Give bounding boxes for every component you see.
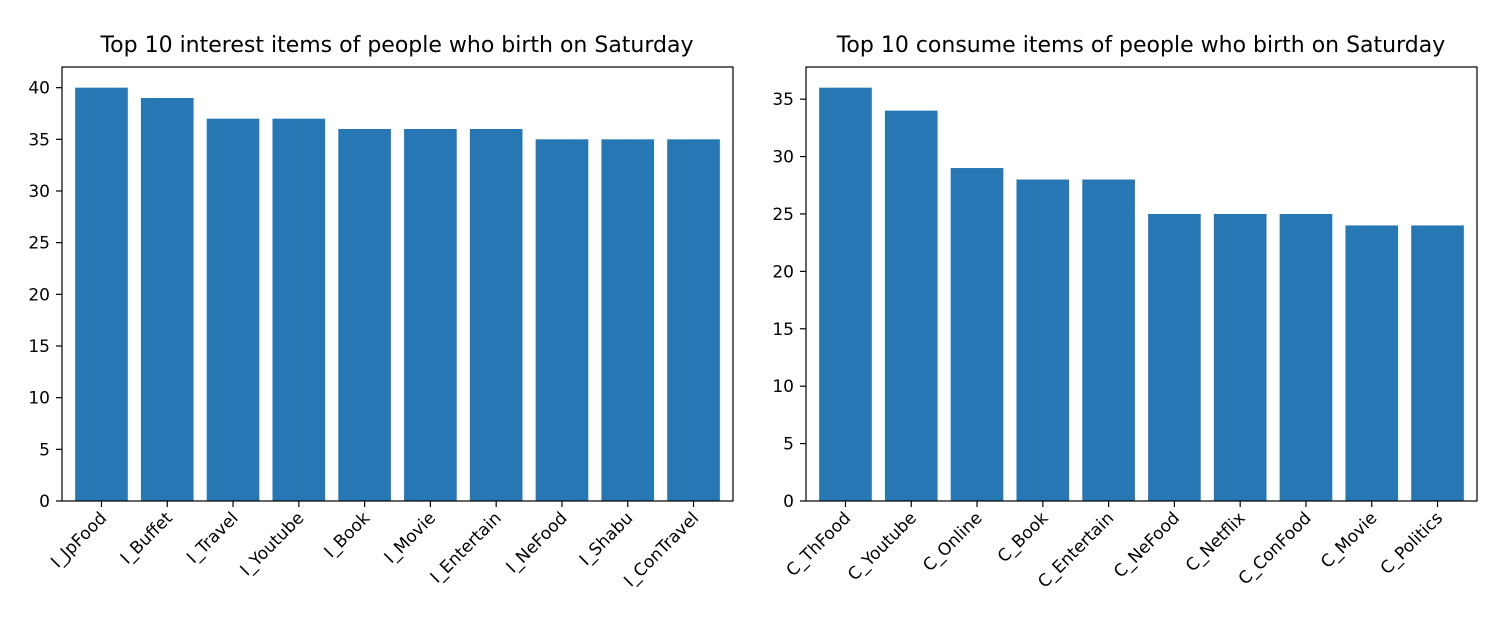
x-tick-label: C_Online [919, 508, 986, 575]
bar-i-shabu [601, 139, 655, 501]
x-tick-label: C_NeFood [1110, 508, 1184, 582]
bar-i-jpfood [75, 87, 128, 502]
chart-consume-items: Top 10 consume items of people who birth… [772, 33, 1478, 592]
x-tick-label: I_Movie [381, 508, 440, 567]
bar-c-nefood [1148, 213, 1201, 501]
bar-c-entertain [1082, 179, 1135, 501]
y-tick-label: 5 [783, 435, 794, 455]
x-tick-label: I_Youtube [237, 508, 309, 580]
bar-c-confood [1279, 213, 1333, 501]
bar-i-movie [404, 129, 457, 501]
chart-title: Top 10 interest items of people who birt… [99, 33, 693, 58]
chart-interest-items: Top 10 interest items of people who birt… [28, 33, 734, 591]
x-tick-label: I_Buffet [117, 508, 177, 568]
x-tick-label: I_NeFood [503, 508, 572, 577]
y-tick-label: 30 [772, 148, 794, 168]
y-tick-label: 20 [772, 262, 794, 282]
y-tick-label: 15 [772, 320, 794, 340]
y-tick-label: 35 [28, 130, 50, 150]
x-tick-label: I_Travel [183, 508, 242, 567]
y-tick-label: 25 [28, 234, 50, 254]
y-tick-label: 30 [28, 182, 50, 202]
bar-c-netflix [1213, 213, 1267, 501]
x-tick-label: C_Youtube [844, 508, 921, 585]
x-tick-label: C_Book [994, 508, 1053, 567]
y-tick-label: 10 [28, 389, 50, 409]
axes-frame [805, 66, 1478, 502]
bar-c-politics [1411, 225, 1464, 501]
bar-c-thfood [819, 87, 872, 502]
x-tick-label: C_Netflix [1182, 508, 1250, 576]
y-tick-label: 10 [772, 377, 794, 397]
bar-i-travel [206, 118, 260, 502]
y-tick-label: 15 [28, 337, 50, 357]
axes-frame [61, 66, 734, 502]
x-tick-label: I_JpFood [47, 508, 111, 572]
bar-i-book [338, 129, 391, 501]
bar-c-movie [1345, 225, 1399, 501]
bar-i-contravel [667, 139, 720, 501]
x-tick-label: C_Politics [1377, 508, 1447, 578]
bar-c-book [1016, 179, 1070, 501]
y-tick-label: 0 [783, 492, 794, 512]
x-tick-label: I_Shabu [576, 508, 638, 570]
bar-i-entertain [469, 129, 523, 501]
y-tick-label: 35 [772, 90, 794, 110]
x-tick-label: C_Movie [1317, 508, 1381, 572]
y-tick-label: 0 [39, 492, 50, 512]
x-tick-label: I_Entertain [427, 508, 506, 587]
bar-i-youtube [272, 118, 326, 502]
bar-c-youtube [884, 110, 938, 501]
bar-i-nefood [535, 139, 589, 501]
x-tick-label: I_Book [321, 508, 375, 562]
bar-c-online [950, 168, 1004, 502]
y-tick-label: 5 [39, 440, 50, 460]
bar-i-buffet [140, 98, 194, 501]
y-tick-label: 40 [28, 79, 50, 99]
y-tick-label: 20 [28, 285, 50, 305]
y-tick-label: 25 [772, 205, 794, 225]
chart-title: Top 10 consume items of people who birth… [836, 33, 1446, 58]
